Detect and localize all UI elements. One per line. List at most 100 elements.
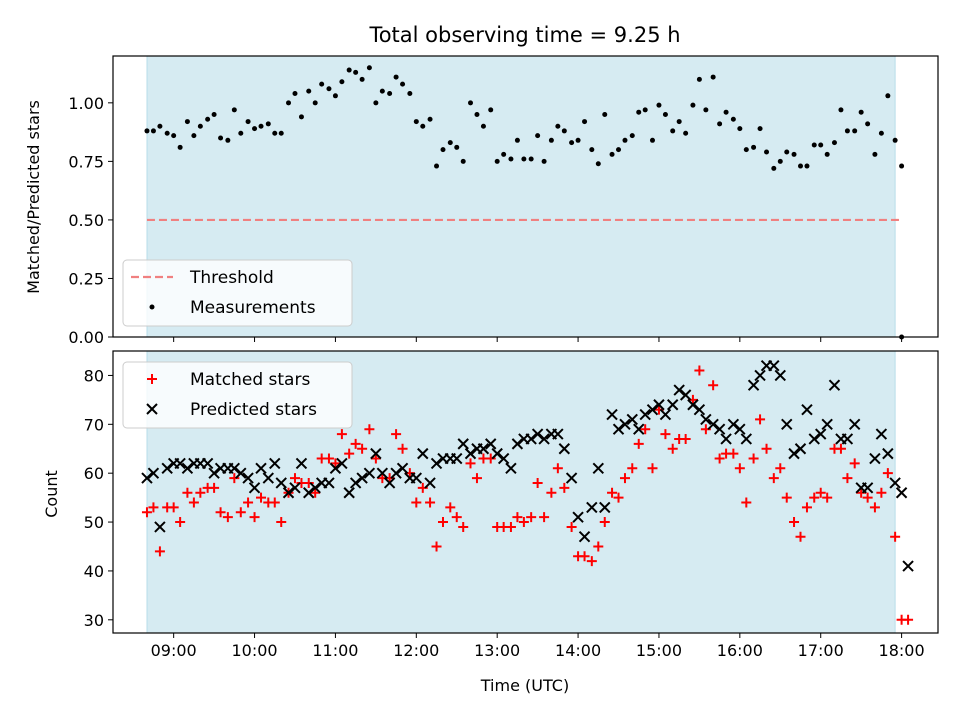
matched-star-point xyxy=(411,497,422,508)
measurement-point xyxy=(777,158,783,164)
matched-star-point xyxy=(431,541,442,552)
measurement-point xyxy=(683,130,689,136)
predicted-star-point xyxy=(336,457,348,470)
measurement-point xyxy=(569,140,575,146)
matched-star-point xyxy=(269,497,280,508)
measurement-point xyxy=(818,142,824,148)
matched-star-point xyxy=(391,429,402,440)
matched-star-point xyxy=(512,512,523,523)
predicted-star-point xyxy=(255,462,267,475)
measurement-point xyxy=(474,112,480,118)
matched-star-point xyxy=(647,463,658,474)
measurement-point xyxy=(205,116,211,122)
x-tick-label: 18:00 xyxy=(879,641,925,660)
predicted-star-point xyxy=(295,457,308,470)
matched-star-point xyxy=(734,463,745,474)
measurement-point xyxy=(642,107,648,113)
predicted-star-point xyxy=(747,379,760,391)
matched-star-point xyxy=(532,477,543,488)
legend-label: Measurements xyxy=(190,298,316,318)
predicted-star-point xyxy=(606,408,618,421)
measurement-point xyxy=(468,100,473,106)
matched-star-point xyxy=(505,521,516,532)
measurement-point xyxy=(723,109,729,115)
matched-star-point xyxy=(336,429,347,440)
matched-star-point xyxy=(890,531,901,542)
predicted-star-point xyxy=(417,447,429,460)
predicted-star-point xyxy=(808,433,820,445)
y-tick-label: 0.50 xyxy=(68,211,104,230)
predicted-star-point xyxy=(511,438,524,450)
measurement-point xyxy=(899,163,905,169)
predicted-star-point xyxy=(201,457,214,470)
x-tick-label: 11:00 xyxy=(312,641,358,660)
measurement-point xyxy=(420,123,426,129)
predicted-star-point xyxy=(895,487,908,499)
measurement-point xyxy=(480,123,486,129)
matched-star-point xyxy=(243,497,254,508)
y-tick-label: 0.00 xyxy=(68,328,104,347)
measurement-point xyxy=(595,161,601,167)
measurement-point xyxy=(561,128,567,134)
measurement-point xyxy=(508,156,514,162)
predicted-star-point xyxy=(882,447,894,460)
matched-star-point xyxy=(694,365,705,376)
measurement-point xyxy=(488,107,494,113)
matched-star-point xyxy=(775,463,786,474)
matched-star-point xyxy=(856,487,867,498)
measurement-point xyxy=(751,144,757,150)
measurement-point xyxy=(844,128,850,134)
predicted-star-point xyxy=(525,433,537,445)
matched-star-point xyxy=(862,492,873,503)
measurement-point xyxy=(278,130,284,136)
legend: Matched stars Predicted stars xyxy=(122,361,353,429)
predicted-star-point xyxy=(154,521,166,533)
matched-star-point xyxy=(310,487,321,498)
predicted-star-point xyxy=(531,428,544,440)
matched-star-point xyxy=(249,512,260,523)
predicted-star-point xyxy=(666,399,679,411)
measurement-point xyxy=(306,88,312,94)
matched-star-point xyxy=(445,502,456,513)
predicted-star-point xyxy=(693,403,706,416)
measurement-point xyxy=(407,90,413,96)
measurement-point xyxy=(616,147,622,153)
measurement-point xyxy=(824,151,830,157)
legend: Threshold Measurements xyxy=(122,259,353,327)
predicted-star-point xyxy=(228,462,241,475)
measurement-point xyxy=(602,112,608,118)
matched-star-point xyxy=(801,502,812,513)
predicted-star-point xyxy=(768,359,780,372)
matched-star-point xyxy=(579,551,590,562)
predicted-star-point xyxy=(889,477,901,489)
top-panel: 0.00 0.25 0.50 0.75 1.00 Threshold Measurement… xyxy=(68,55,939,347)
predicted-star-point xyxy=(363,467,376,479)
predicted-star-point xyxy=(821,418,833,431)
predicted-star-point xyxy=(289,482,301,494)
predicted-star-point xyxy=(848,418,861,431)
x-tick-label: 17:00 xyxy=(798,641,844,660)
matched-star-point xyxy=(593,541,604,552)
matched-star-point xyxy=(741,497,752,508)
predicted-star-point xyxy=(356,472,368,484)
measurement-point xyxy=(339,79,345,85)
matched-star-point xyxy=(768,473,779,484)
measurement-point xyxy=(690,102,696,108)
measurement-point xyxy=(710,74,716,80)
predicted-star-point xyxy=(430,457,443,470)
predicted-star-point xyxy=(410,472,423,484)
matched-star-point xyxy=(276,517,287,528)
predicted-star-point xyxy=(275,477,287,489)
matched-star-point xyxy=(471,473,482,484)
measurement-point xyxy=(804,163,810,169)
top-y-axis-label: Matched/Predicted stars xyxy=(24,100,43,294)
measurement-point xyxy=(332,93,338,99)
measurement-point xyxy=(757,126,763,132)
matched-star-point xyxy=(552,463,563,474)
y-tick-label: 40 xyxy=(84,562,104,581)
matched-star-point xyxy=(188,497,199,508)
predicted-star-point xyxy=(464,447,477,460)
x-axis-label: Time (UTC) xyxy=(480,676,569,695)
measurement-point xyxy=(575,137,581,143)
measurement-point xyxy=(197,123,203,129)
